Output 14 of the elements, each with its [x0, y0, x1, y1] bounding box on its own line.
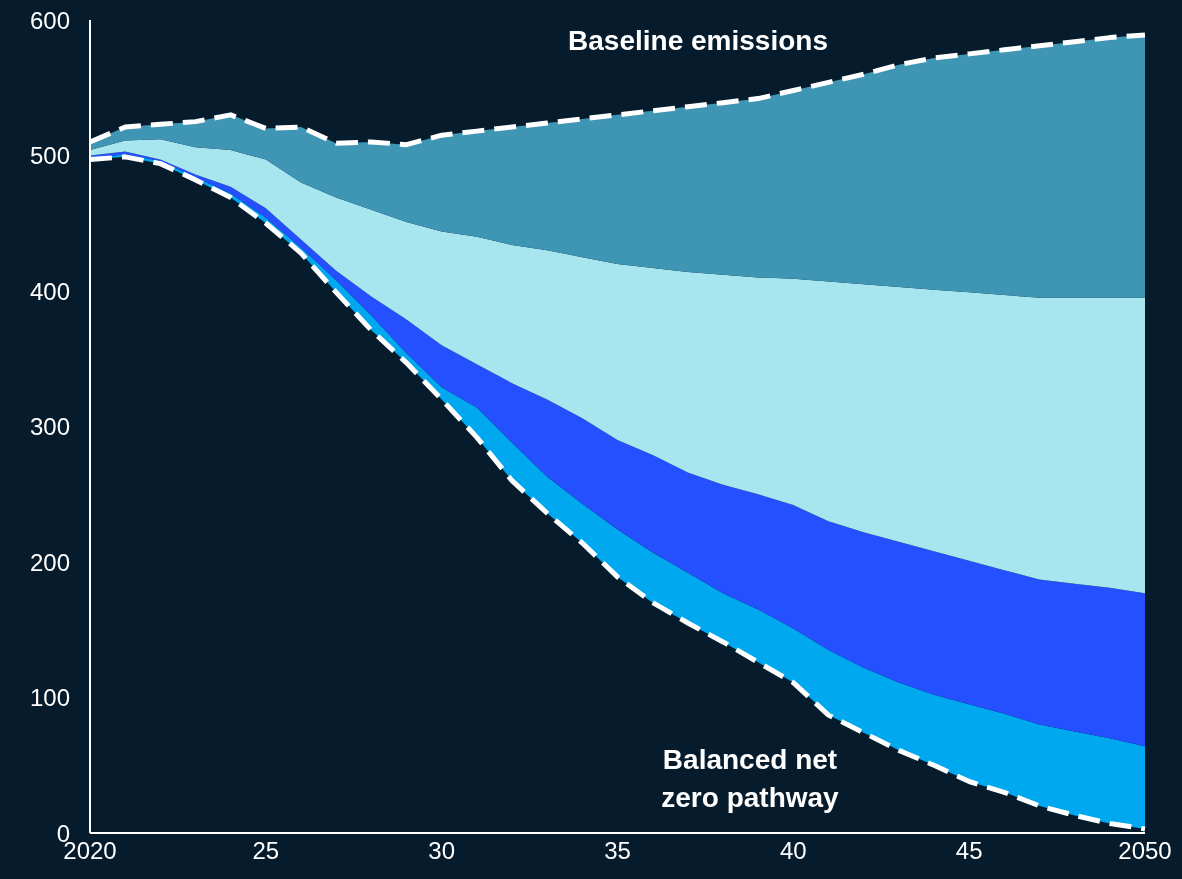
y-tick-label: 500 — [29, 142, 70, 169]
x-tick-label: 45 — [955, 837, 983, 864]
x-tick-label: 25 — [252, 837, 280, 864]
annotation: Baseline emissions — [568, 24, 828, 56]
y-tick-label: 400 — [29, 277, 70, 305]
y-tick-label: 300 — [29, 413, 70, 440]
x-tick-label: 40 — [779, 837, 807, 864]
y-tick-label: 200 — [29, 548, 70, 576]
y-tick-label: 600 — [29, 6, 70, 34]
x-tick-label: 2050 — [1118, 837, 1172, 864]
x-tick-label: 35 — [604, 837, 631, 864]
x-tick-label: 30 — [428, 837, 456, 864]
annotation: Balanced net zero pathway — [661, 743, 840, 813]
y-tick-label: 100 — [29, 684, 70, 711]
